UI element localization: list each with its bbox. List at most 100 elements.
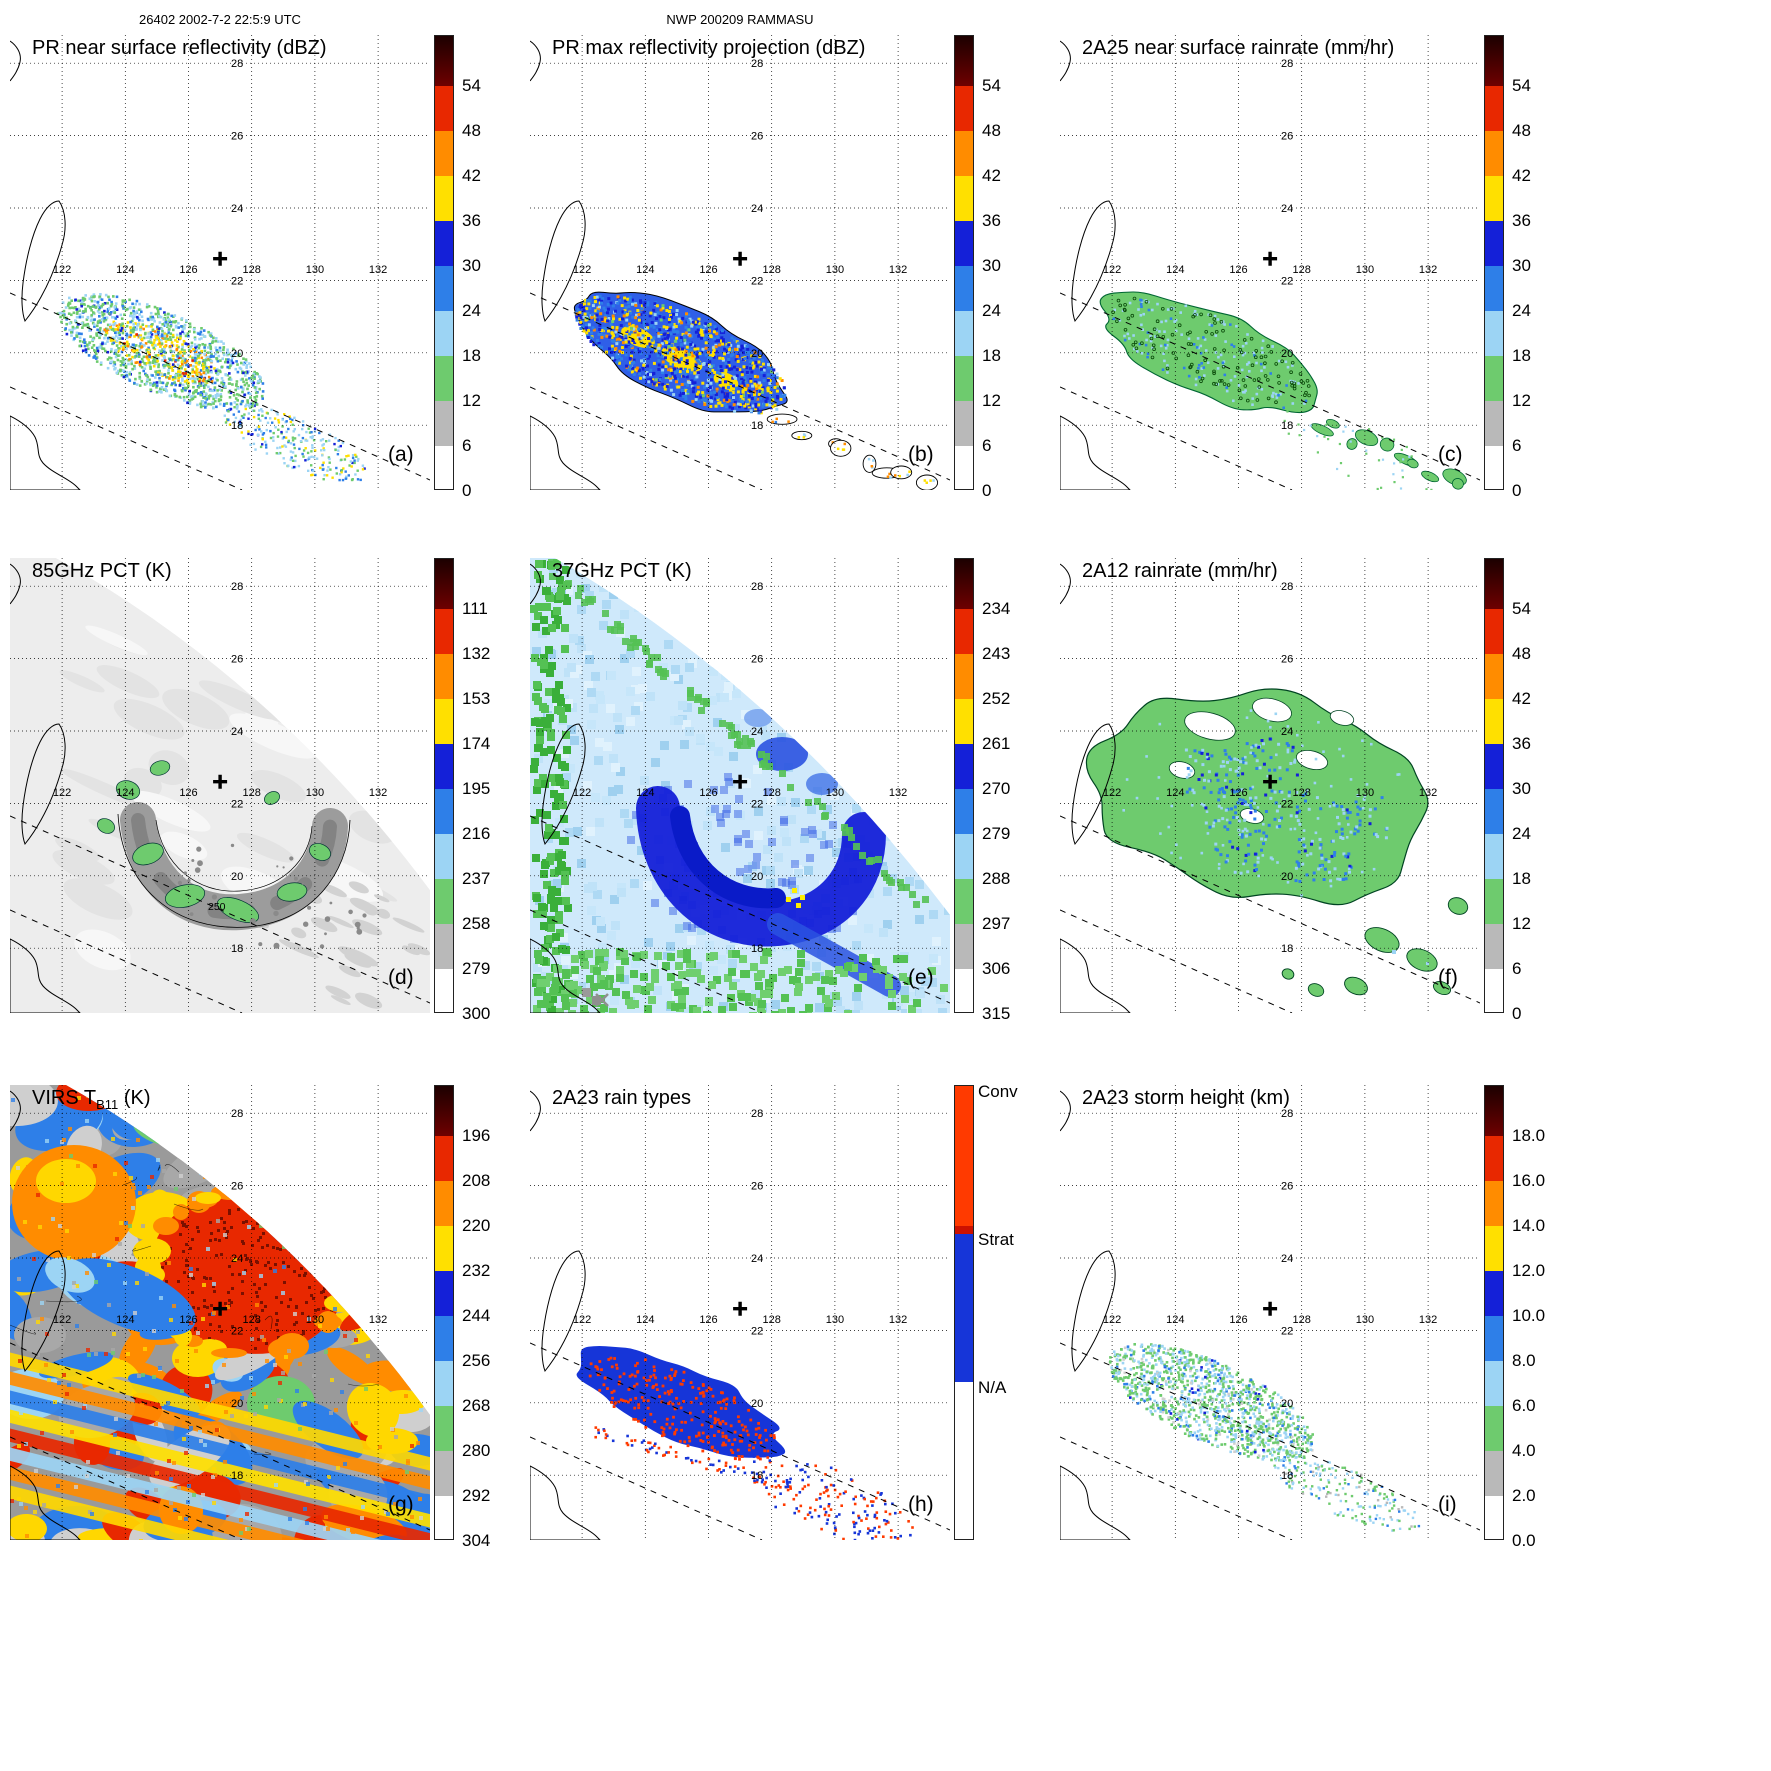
- colorbar-tick: 18: [1512, 346, 1531, 365]
- colorbar-cap: [435, 36, 453, 86]
- coastline: [530, 1090, 541, 1132]
- field-layer: [1108, 1343, 1421, 1532]
- coastline: [10, 40, 21, 82]
- colorbar-tick: 16.0: [1512, 1171, 1546, 1190]
- lat-label: 22: [751, 798, 763, 810]
- lat-label: 20: [751, 348, 763, 360]
- colorbar-c: [1484, 35, 1504, 490]
- colorbar-segment: [955, 1382, 973, 1539]
- colorbar-segment: [955, 1234, 973, 1382]
- lon-label: 132: [889, 264, 907, 276]
- lat-label: 24: [751, 726, 763, 738]
- panel-letter: (a): [388, 443, 414, 466]
- colorbar-tick: 48: [462, 121, 481, 140]
- colorbar-segment: [955, 401, 973, 446]
- lon-label: 132: [369, 787, 387, 799]
- map-graticule: 122 124 126 128 130 132 28 26 24 22 20 18: [530, 1085, 950, 1540]
- colorbar-tick: Conv: [978, 1082, 1018, 1101]
- panel-letter: (c): [1438, 443, 1463, 466]
- panel-letter: (i): [1438, 1493, 1457, 1516]
- lon-label: 130: [306, 787, 324, 799]
- coastline: [530, 40, 541, 82]
- lat-label: 18: [231, 943, 243, 955]
- colorbar-tick: 279: [982, 824, 1011, 843]
- storm-center-marker: [213, 251, 228, 266]
- lat-label: 18: [1281, 943, 1293, 955]
- lon-label: 122: [53, 1314, 71, 1326]
- panel-title: PR max reflectivity projection (dBZ): [552, 37, 865, 62]
- lat-label: 24: [1281, 1253, 1293, 1265]
- lat-label: 28: [751, 1108, 763, 1120]
- lat-label: 20: [1281, 1398, 1293, 1410]
- colorbar-segment: [1485, 401, 1503, 446]
- lon-label: 130: [1356, 787, 1374, 799]
- panel-title: 85GHz PCT (K): [32, 560, 172, 585]
- colorbar-d: [434, 558, 454, 1013]
- colorbar-tick: 48: [1512, 121, 1531, 140]
- map-graticule: 122 124 126 128 130 132 28 26 24 22 20 18: [10, 558, 430, 1013]
- panel-title-text: 2A23 storm height (km): [1082, 1087, 1290, 1109]
- lat-label: 28: [231, 581, 243, 593]
- swath-edge-line: [10, 386, 243, 490]
- map-f: 122 124 126 128 130 132 28 26 24 22 20 18 (f): [1060, 558, 1480, 1013]
- panel-g: 122 124 126 128 130 132 28 26 24 22 20 18 (g) VIRS TB…: [10, 1085, 530, 1557]
- colorbar-cap: [435, 559, 453, 609]
- colorbar-segment: [1485, 654, 1503, 699]
- colorbar-segment: [435, 266, 453, 311]
- field-layer: [576, 1346, 914, 1540]
- colorbar-segment: [1485, 924, 1503, 969]
- colorbar-g: [434, 1085, 454, 1540]
- coastline: [10, 938, 81, 1013]
- map-graticule: 122 124 126 128 130 132 28 26 24 22 20 18: [1060, 558, 1480, 1013]
- lon-label: 128: [243, 264, 261, 276]
- lon-label: 124: [636, 787, 654, 799]
- colorbar-tick: 196: [462, 1126, 491, 1145]
- colorbar-segment: [1485, 1496, 1503, 1539]
- lat-label: 26: [1281, 131, 1293, 143]
- swath-edge-line: [1060, 909, 1293, 1013]
- panel-title-text: 37GHz PCT (K): [552, 560, 692, 582]
- lat-label: 28: [751, 581, 763, 593]
- lon-label: 130: [826, 264, 844, 276]
- colorbar-tick: 18.0: [1512, 1126, 1546, 1145]
- colorbar-tick: 216: [462, 824, 491, 843]
- lon-label: 128: [243, 1314, 261, 1326]
- colorbar-f: [1484, 558, 1504, 1013]
- lat-label: 20: [231, 871, 243, 883]
- colorbar-segment: [955, 1226, 973, 1234]
- colorbar-tick: 280: [462, 1441, 491, 1460]
- colorbar-segment: [1485, 131, 1503, 176]
- lon-label: 130: [306, 1314, 324, 1326]
- colorbar-segment: [955, 879, 973, 924]
- lat-label: 24: [1281, 203, 1293, 215]
- coastline: [541, 1250, 586, 1372]
- colorbar-tick: 306: [982, 959, 1011, 978]
- lat-label: 18: [751, 1470, 763, 1482]
- map-graticule: 122 124 126 128 130 132 28 26 24 22 20 18: [10, 1085, 430, 1540]
- lon-label: 132: [1419, 264, 1437, 276]
- colorbar-segment: [955, 699, 973, 744]
- panel-title-text: 2A25 near surface rainrate (mm/hr): [1082, 37, 1395, 59]
- colorbar-tick: 42: [982, 166, 1001, 185]
- colorbar-segment: [1485, 311, 1503, 356]
- swath-edge-line: [1060, 1342, 1480, 1531]
- colorbar-tick: 315: [982, 1004, 1011, 1023]
- coastline: [10, 1090, 21, 1132]
- coastline: [1071, 723, 1116, 845]
- swath-edge-line: [530, 815, 950, 1004]
- colorbar-segment: [955, 609, 973, 654]
- colorbar-tick: 279: [462, 959, 491, 978]
- colorbar-segment: [435, 699, 453, 744]
- colorbar-tick: 292: [462, 1486, 491, 1505]
- lon-label: 126: [699, 1314, 717, 1326]
- lat-label: 22: [751, 275, 763, 287]
- map-graticule: 122 124 126 128 130 132 28 26 24 22 20 18: [1060, 1085, 1480, 1540]
- colorbar-segment: [1485, 744, 1503, 789]
- colorbar-tick: 243: [982, 644, 1011, 663]
- lat-label: 20: [1281, 871, 1293, 883]
- lat-label: 18: [1281, 420, 1293, 432]
- field-layer: [1099, 291, 1467, 490]
- colorbar-h: [954, 1085, 974, 1540]
- colorbar-tick: 0: [1512, 1004, 1522, 1023]
